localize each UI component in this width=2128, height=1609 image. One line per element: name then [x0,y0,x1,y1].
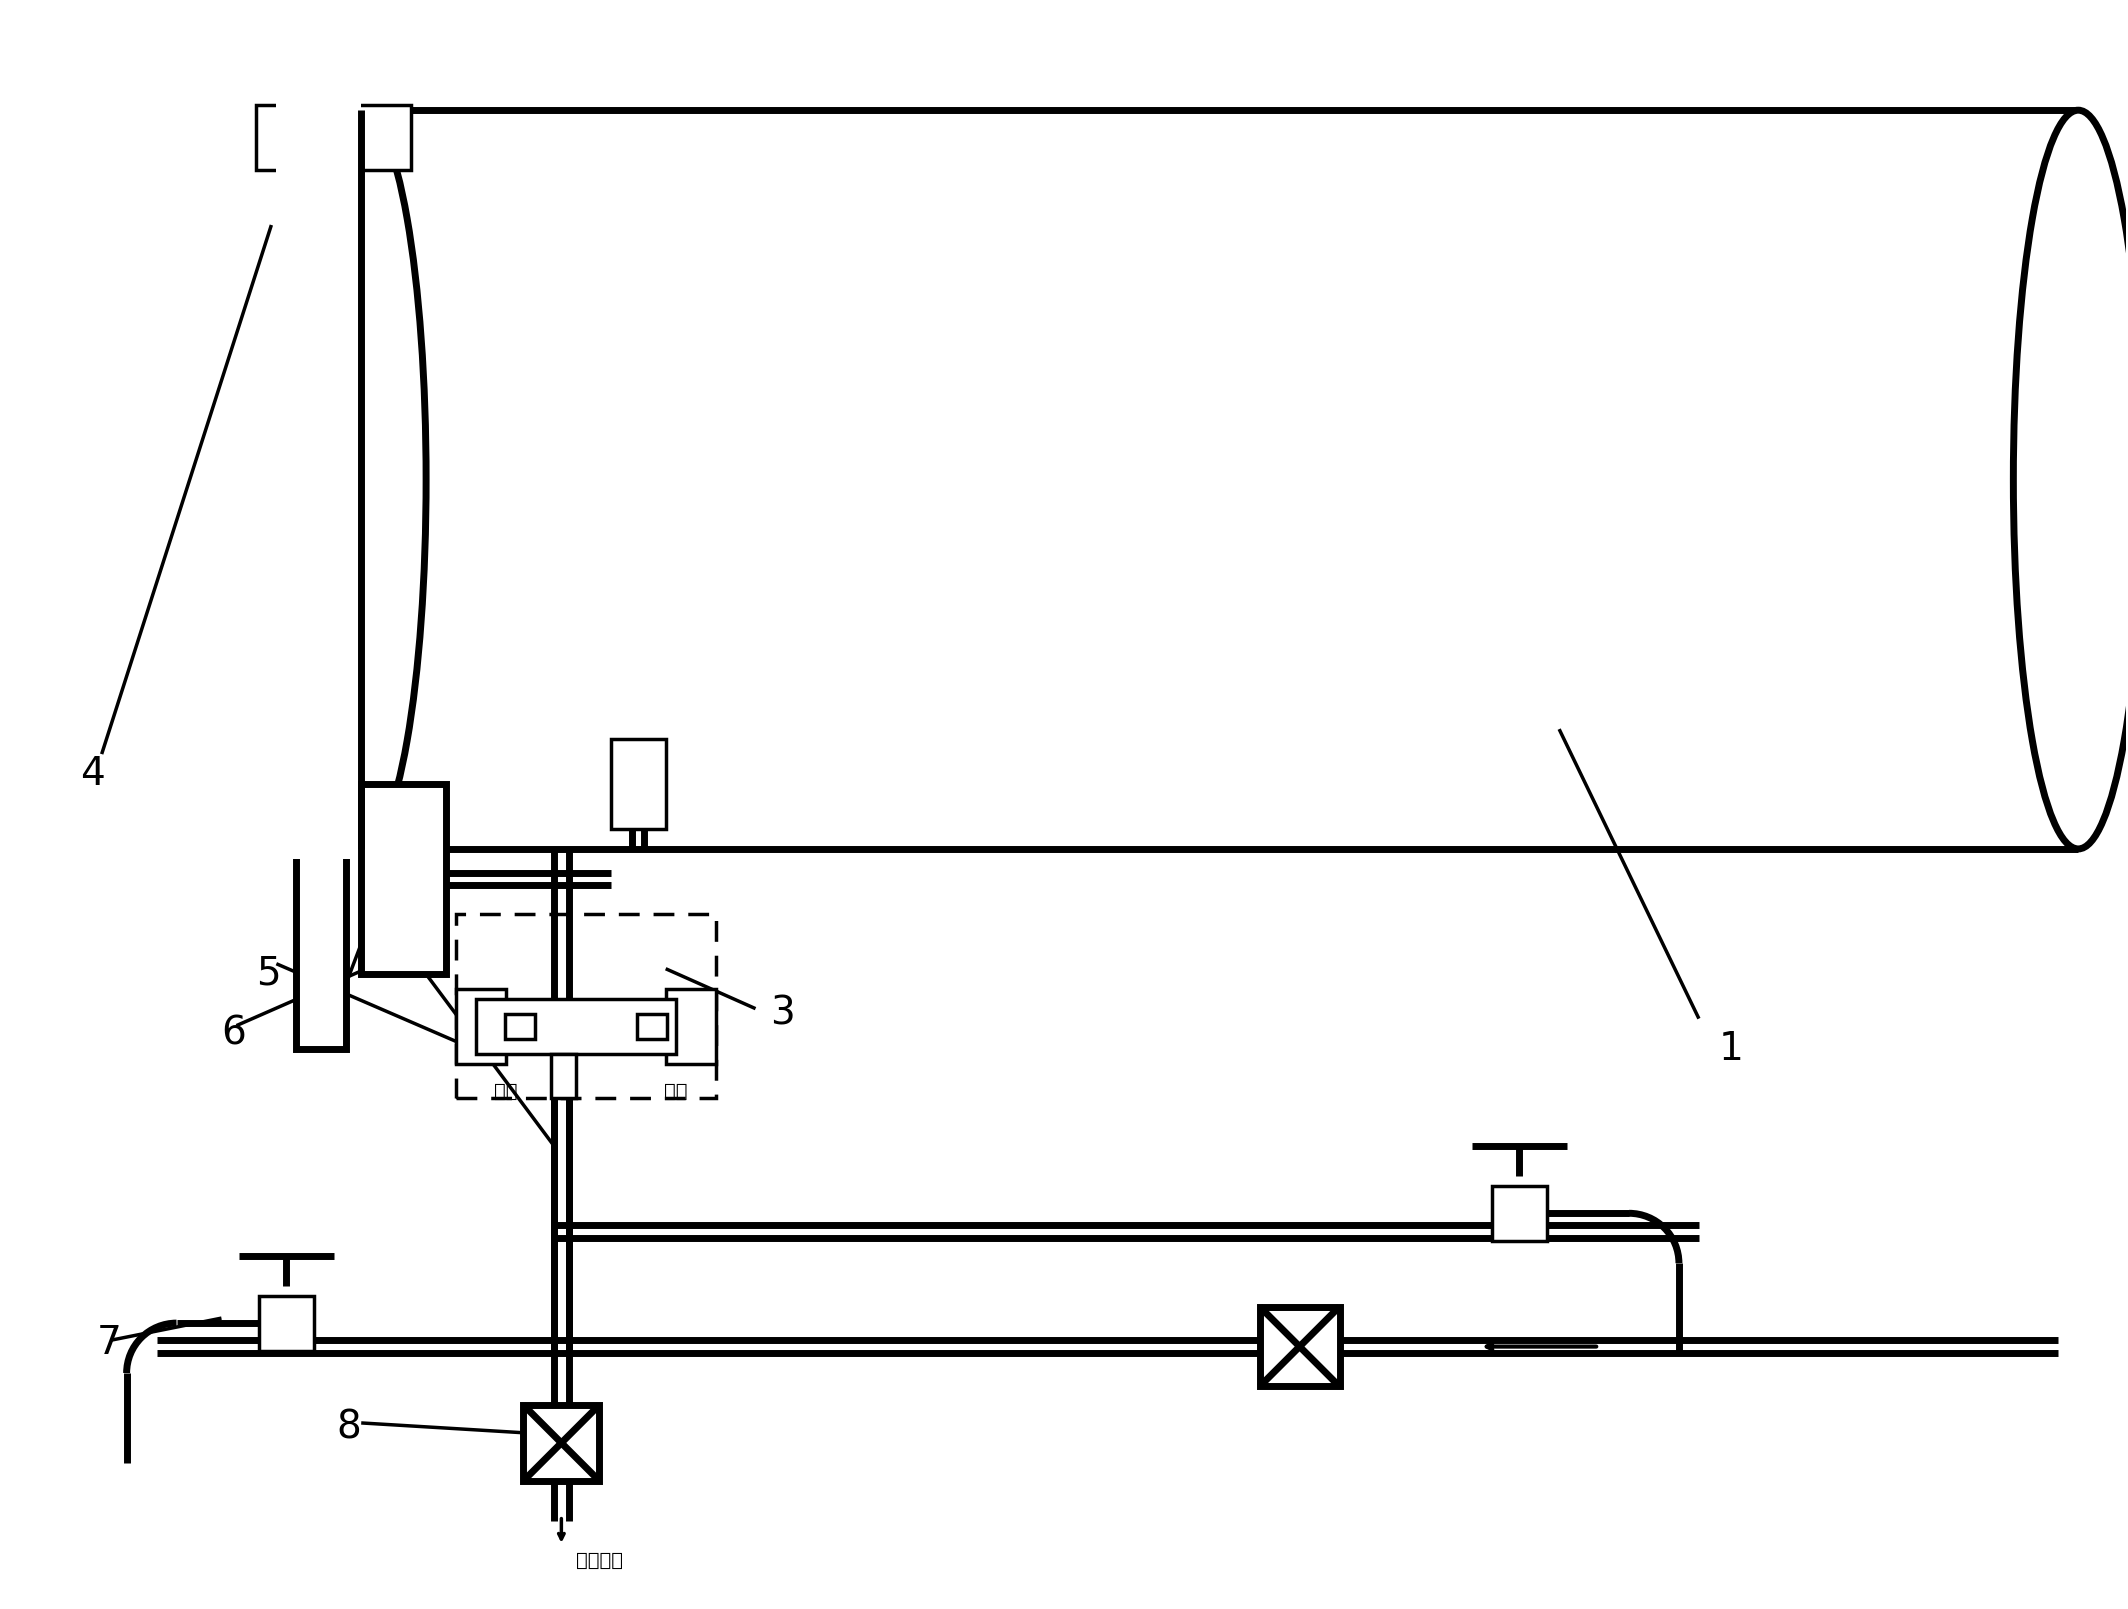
Bar [455,914,715,1099]
Bar [260,1295,313,1350]
Bar [611,739,666,829]
Text: 地下水管: 地下水管 [577,1551,624,1570]
Bar [636,1014,666,1038]
Ellipse shape [2013,109,2128,850]
Text: 4: 4 [79,755,104,793]
Bar [277,100,362,859]
Bar [1260,1307,1339,1387]
Text: 3: 3 [770,994,796,1033]
Bar [523,1405,600,1480]
Text: 2: 2 [355,904,381,943]
Text: 7: 7 [96,1324,121,1363]
Bar [666,988,715,1064]
Bar [551,1054,577,1099]
Bar [504,1014,534,1038]
Bar [523,1405,600,1480]
Text: 使用: 使用 [664,1081,687,1101]
Text: 8: 8 [336,1409,362,1446]
Bar [455,988,506,1064]
Ellipse shape [296,109,426,850]
Bar [477,999,677,1054]
Text: 6: 6 [221,1015,247,1052]
Bar [362,784,447,973]
Text: 1: 1 [1719,1030,1743,1068]
Bar [1260,1307,1339,1387]
Text: 5: 5 [255,954,281,993]
Bar [296,171,347,1049]
Bar [1492,1186,1547,1241]
Text: 排空: 排空 [494,1081,517,1101]
Bar [255,105,411,171]
